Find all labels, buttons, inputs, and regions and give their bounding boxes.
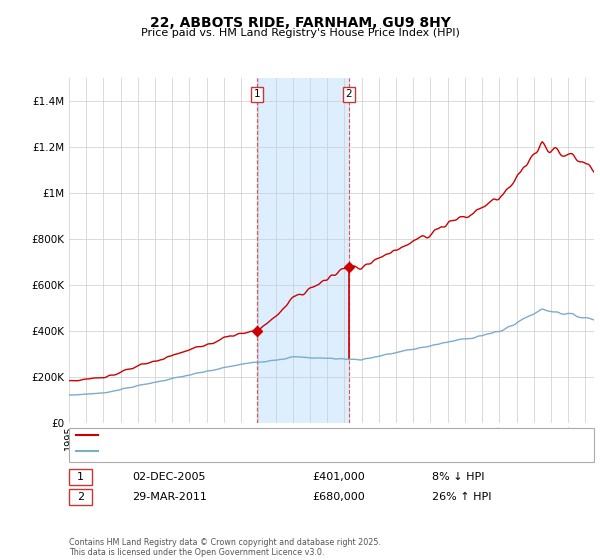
- Text: 1: 1: [77, 472, 84, 482]
- Text: Contains HM Land Registry data © Crown copyright and database right 2025.
This d: Contains HM Land Registry data © Crown c…: [69, 538, 381, 557]
- Text: 2: 2: [77, 492, 84, 502]
- Text: 8% ↓ HPI: 8% ↓ HPI: [432, 472, 485, 482]
- Text: HPI: Average price, detached house, Waverley: HPI: Average price, detached house, Wave…: [102, 446, 343, 456]
- Text: 1: 1: [254, 90, 260, 100]
- Text: 26% ↑ HPI: 26% ↑ HPI: [432, 492, 491, 502]
- Text: 2: 2: [346, 90, 352, 100]
- Text: 22, ABBOTS RIDE, FARNHAM, GU9 8HY (detached house): 22, ABBOTS RIDE, FARNHAM, GU9 8HY (detac…: [102, 430, 397, 440]
- Text: 22, ABBOTS RIDE, FARNHAM, GU9 8HY: 22, ABBOTS RIDE, FARNHAM, GU9 8HY: [149, 16, 451, 30]
- Text: 02-DEC-2005: 02-DEC-2005: [132, 472, 205, 482]
- Bar: [257, 78, 349, 423]
- Text: £401,000: £401,000: [312, 472, 365, 482]
- Text: £680,000: £680,000: [312, 492, 365, 502]
- Text: 29-MAR-2011: 29-MAR-2011: [132, 492, 207, 502]
- Text: Price paid vs. HM Land Registry's House Price Index (HPI): Price paid vs. HM Land Registry's House …: [140, 28, 460, 38]
